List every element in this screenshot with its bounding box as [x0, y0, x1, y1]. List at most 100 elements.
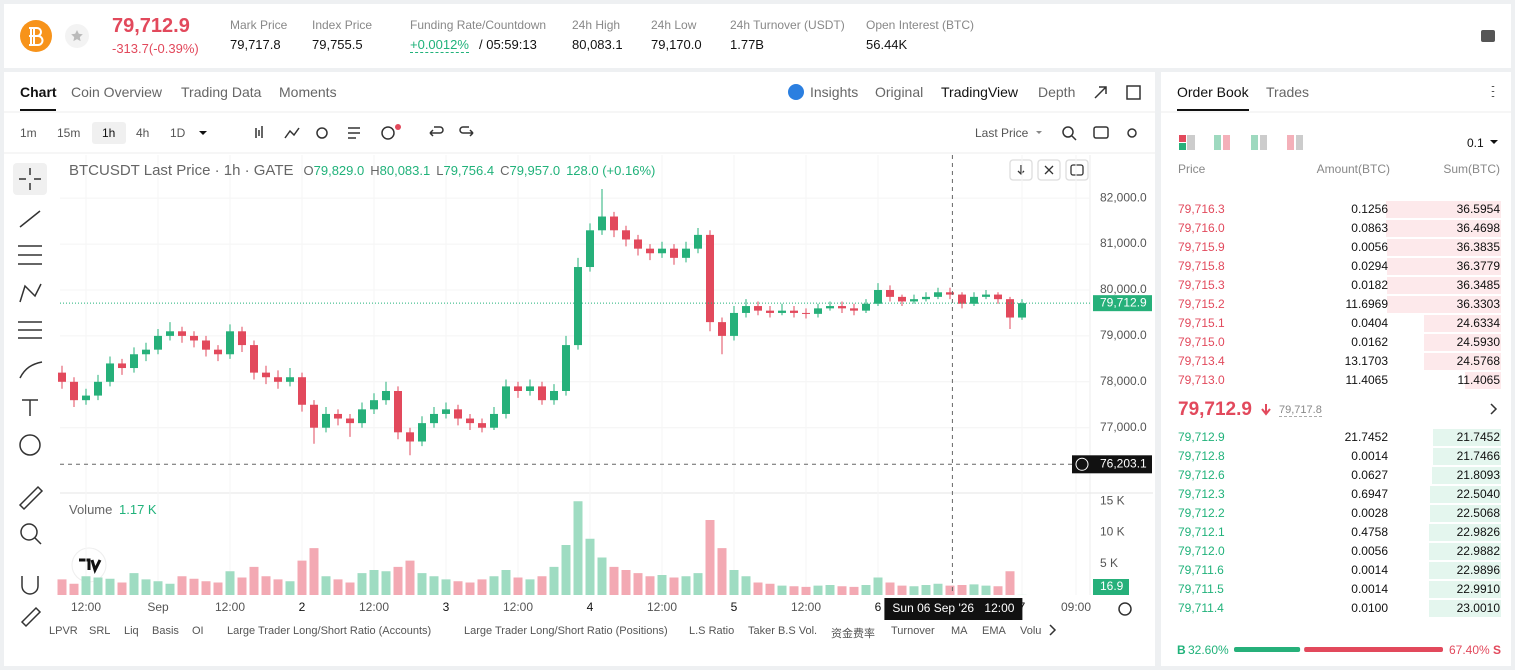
indicator[interactable]: SRL — [89, 625, 111, 637]
book-price[interactable]: 79,715.8 — [1178, 259, 1225, 273]
volume-bar — [453, 581, 463, 595]
chart-tab[interactable]: Moments — [279, 84, 337, 100]
book-price[interactable]: 79,712.8 — [1178, 449, 1225, 463]
view-tab[interactable]: TradingView — [941, 84, 1019, 100]
candle-body — [550, 390, 558, 401]
book-price[interactable]: 79,712.3 — [1178, 487, 1225, 501]
book-price[interactable]: 79,716.0 — [1178, 221, 1225, 235]
book-price[interactable]: 79,712.2 — [1178, 506, 1225, 520]
indicator[interactable]: Large Trader Long/Short Ratio (Accounts) — [227, 625, 432, 637]
book-amount: 0.0056 — [1351, 544, 1388, 558]
y-tick-label: 77,000.0 — [1100, 420, 1147, 434]
price-change: -313.7(-0.39%) — [112, 41, 199, 56]
volume-bar — [957, 585, 967, 595]
book-price[interactable]: 79,712.0 — [1178, 544, 1225, 558]
interval[interactable]: 1h — [102, 126, 116, 140]
book-price[interactable]: 79,715.3 — [1178, 278, 1225, 292]
chart-tab[interactable]: Chart — [20, 84, 57, 100]
chart-tab[interactable]: Trading Data — [181, 84, 262, 100]
book-price[interactable]: 79,713.0 — [1178, 373, 1225, 387]
volume-value: 1.17 K — [119, 502, 157, 517]
book-price[interactable]: 79,715.9 — [1178, 240, 1225, 254]
volume-bar — [765, 583, 775, 595]
interval[interactable]: 15m — [57, 126, 81, 140]
book-price[interactable]: 79,715.0 — [1178, 335, 1225, 349]
chart-tab[interactable]: Coin Overview — [71, 84, 163, 100]
candle-body — [274, 377, 282, 382]
interval[interactable]: 1D — [170, 126, 186, 140]
interval[interactable]: 4h — [136, 126, 150, 140]
window-icon[interactable] — [1126, 85, 1141, 100]
book-icon[interactable] — [1481, 30, 1495, 42]
book-price[interactable]: 79,712.6 — [1178, 468, 1225, 482]
volume-bar — [741, 576, 751, 595]
drawing-tools[interactable] — [18, 168, 44, 628]
candle-body — [190, 335, 198, 341]
view-tab[interactable]: Depth — [1038, 84, 1076, 100]
candle-body — [694, 234, 702, 249]
precision[interactable]: 0.1 — [1467, 136, 1484, 150]
expand-icon[interactable] — [1094, 86, 1107, 99]
book-price[interactable]: 79,711.4 — [1178, 601, 1224, 615]
candle-body — [502, 386, 510, 414]
book-price[interactable]: 79,715.2 — [1178, 297, 1225, 311]
book-amount: 0.0014 — [1351, 563, 1388, 577]
book-amount: 0.1256 — [1351, 202, 1388, 216]
book-price[interactable]: 79,712.9 — [1178, 430, 1225, 444]
indicator[interactable]: Turnover — [891, 625, 935, 637]
candle-body — [166, 331, 174, 336]
indicator[interactable]: Taker B.S Vol. — [748, 625, 818, 637]
candle-body — [334, 413, 342, 419]
book-price[interactable]: 79,716.3 — [1178, 202, 1225, 216]
book-sum: 11.4065 — [1457, 373, 1501, 387]
indicator[interactable]: Liq — [124, 625, 139, 637]
chart-buttons[interactable] — [1009, 159, 1089, 181]
volume-bar — [981, 585, 991, 595]
book-sum: 36.3835 — [1456, 240, 1500, 254]
indicator[interactable]: OI — [192, 625, 204, 637]
depth-bar — [1386, 258, 1501, 275]
indicator[interactable]: L.S Ratio — [689, 625, 735, 637]
volume-tick-label: 15 K — [1100, 493, 1125, 507]
depth-bar — [1386, 201, 1501, 218]
toolbar-icons[interactable] — [255, 126, 1137, 141]
crosshair-time: 12:00 — [984, 601, 1014, 615]
indicator[interactable]: 资金费率 — [831, 628, 875, 640]
indicator[interactable]: EMA — [982, 625, 1006, 637]
candle-body — [454, 409, 462, 419]
depth-bar — [1465, 372, 1501, 389]
price-type[interactable]: Last Price — [975, 126, 1029, 140]
book-price[interactable]: 79,713.4 — [1178, 354, 1225, 368]
mid-price: 79,712.9 — [1178, 399, 1252, 420]
scroll-arrow[interactable] — [1049, 624, 1057, 636]
book-price[interactable]: 79,711.5 — [1178, 582, 1224, 596]
indicator[interactable]: LPVR — [49, 625, 78, 637]
book-price[interactable]: 79,712.1 — [1178, 525, 1225, 539]
book-tab[interactable]: Trades — [1266, 84, 1310, 100]
ohlc-value: 80,083.1 — [379, 163, 431, 178]
volume-bar — [717, 548, 727, 595]
volume-bar — [597, 557, 607, 595]
indicator[interactable]: MA — [951, 625, 968, 637]
volume-bar — [249, 566, 259, 595]
crosshair-label: 76,203.1 — [1100, 456, 1147, 470]
view-tab[interactable]: Insights — [810, 84, 859, 100]
indicator[interactable]: Large Trader Long/Short Ratio (Positions… — [464, 625, 668, 637]
candle-body — [1006, 299, 1014, 318]
stat-value: 79,755.5 — [312, 37, 363, 52]
indicator[interactable]: Basis — [152, 625, 179, 637]
book-price[interactable]: 79,715.1 — [1178, 316, 1225, 330]
volume-bar — [753, 582, 763, 595]
interval[interactable]: 1m — [20, 126, 37, 140]
settings-icon[interactable] — [1118, 602, 1132, 616]
ohlc-key: L — [436, 163, 444, 178]
candle-body — [670, 248, 678, 258]
view-tab[interactable]: Original — [875, 84, 924, 100]
indicator[interactable]: Volu — [1020, 625, 1042, 637]
book-price[interactable]: 79,711.6 — [1178, 563, 1224, 577]
book-tab[interactable]: Order Book — [1177, 84, 1249, 100]
chevron[interactable] — [1490, 403, 1498, 415]
book-layout-icons[interactable] — [1179, 135, 1303, 150]
book-sum: 23.0010 — [1456, 601, 1500, 615]
volume-bar — [837, 586, 847, 595]
